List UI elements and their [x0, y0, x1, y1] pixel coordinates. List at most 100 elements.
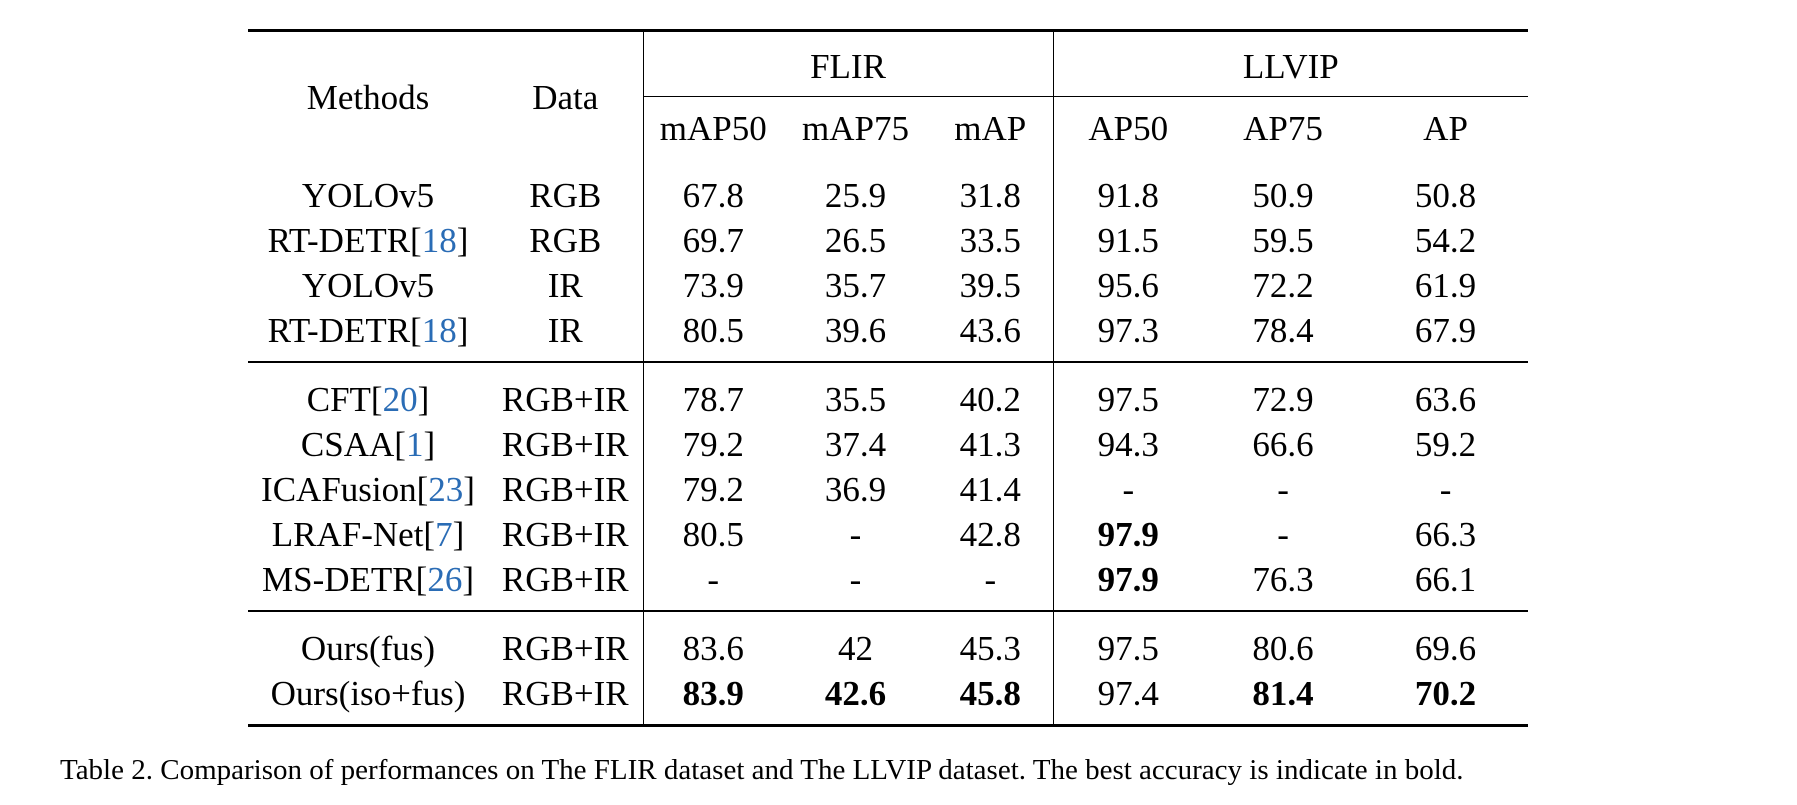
- cell-flir-map75: 26.5: [824, 221, 887, 260]
- citation-link[interactable]: 1: [405, 425, 424, 464]
- header-flir-map: mAP: [928, 96, 1054, 159]
- citation-bracket: ]: [463, 470, 475, 509]
- table-row: ICAFusion[23] RGB+IR 79.2 36.9 41.4- - -: [248, 467, 1528, 512]
- cell-flir-map: -: [928, 557, 1054, 611]
- table-row: Ours(fus) RGB+IR 83.6 42 45.3 97.5 80.6 69.6: [248, 611, 1529, 671]
- cell-llvip-ap: 67.9: [1414, 311, 1477, 350]
- citation-link[interactable]: 23: [428, 470, 464, 509]
- cell-data: IR: [488, 263, 644, 308]
- citation-link[interactable]: 7: [435, 515, 453, 554]
- cell-llvip-ap75: 50.9: [1252, 176, 1314, 215]
- cell-llvip-ap50: 97.9: [1097, 560, 1159, 599]
- cell-flir-map75: -: [849, 560, 862, 599]
- cell-llvip-ap75: -: [1277, 515, 1289, 554]
- cell-flir-map50: 83.6: [682, 629, 744, 668]
- header-group-llvip: LLVIP: [1242, 46, 1339, 86]
- cell-llvip-ap75: 76.3: [1252, 560, 1314, 599]
- method-name: Ours(fus): [300, 629, 436, 668]
- cell-llvip-ap: 70.2: [1414, 674, 1477, 713]
- cell-data: RGB+IR: [488, 467, 644, 512]
- cell-flir-map50: 80.5: [682, 515, 744, 554]
- cell-method: RT-DETR[18]: [248, 218, 488, 263]
- header-data: Data: [488, 30, 644, 159]
- cell-llvip-ap75: 59.5: [1252, 221, 1314, 260]
- table-row: YOLOv5 IR 73.9 35.7 39.5 95.6 72.2 61.9: [248, 263, 1528, 308]
- method-name: ICAFusion[: [261, 470, 429, 509]
- cell-llvip-ap75: 72.9: [1252, 380, 1314, 419]
- cell-data: RGB+IR: [488, 422, 644, 467]
- cell-llvip-ap50: 97.5: [1097, 629, 1159, 668]
- cell-flir-map75: 39.6: [824, 311, 887, 350]
- table-row: RT-DETR[18] RGB 69.7 26.5 33.5 91.5 59.5 54.2: [248, 218, 1528, 263]
- method-name: RT-DETR[: [267, 311, 422, 350]
- cell-llvip-ap50: -: [1122, 470, 1135, 509]
- cell-llvip-ap50: 94.3: [1097, 425, 1159, 464]
- cell-flir-map: 42.8: [928, 512, 1054, 557]
- cell-llvip-ap: 59.2: [1414, 425, 1477, 464]
- cell-flir-map: 33.5: [928, 218, 1054, 263]
- cell-flir-map: 40.2: [928, 362, 1054, 422]
- cell-method: Ours(iso+fus): [248, 671, 488, 726]
- cell-flir-map50: -: [707, 560, 720, 599]
- cell-method: CSAA[1]: [248, 422, 488, 467]
- method-name: RT-DETR[: [267, 221, 422, 260]
- cell-method: RT-DETR[18]: [248, 308, 488, 362]
- cell-llvip-ap75: 80.6: [1252, 629, 1314, 668]
- citation-link[interactable]: 18: [421, 221, 457, 260]
- method-name: YOLOv5: [301, 266, 435, 305]
- citation-link[interactable]: 26: [427, 560, 463, 599]
- cell-data: RGB: [488, 159, 644, 218]
- cell-flir-map: 45.3: [928, 611, 1054, 671]
- cell-flir-map: 31.8: [928, 159, 1054, 218]
- method-name: LRAF-Net[: [271, 515, 436, 554]
- cell-llvip-ap75: 72.2: [1252, 266, 1314, 305]
- cell-llvip-ap: 69.6: [1414, 629, 1477, 668]
- header-flir-map50: mAP50: [643, 96, 783, 159]
- method-name: Ours(iso+fus): [270, 674, 466, 713]
- cell-llvip-ap: 66.1: [1414, 560, 1477, 599]
- cell-llvip-ap: -: [1439, 470, 1452, 509]
- cell-flir-map50: 79.2: [682, 470, 744, 509]
- cell-data: RGB+IR: [488, 611, 644, 671]
- cell-flir-map75: 25.9: [824, 176, 887, 215]
- cell-flir-map75: 42.6: [824, 674, 887, 713]
- cell-method: YOLOv5: [248, 159, 488, 218]
- table-row: MS-DETR[26] RGB+IR - - -97.9 76.3 66.1: [248, 557, 1528, 611]
- table-row: LRAF-Net[7] RGB+IR 80.5-42.8 97.9-66.3: [248, 512, 1528, 557]
- method-name: CSAA[: [300, 425, 406, 464]
- cell-data: RGB+IR: [488, 671, 644, 726]
- method-name: MS-DETR[: [262, 560, 428, 599]
- header-flir-map75: mAP75: [783, 96, 928, 159]
- cell-method: MS-DETR[26]: [248, 557, 488, 611]
- cell-llvip-ap75: -: [1277, 470, 1289, 509]
- table-row: CFT[20] RGB+IR 78.7 35.5 40.2 97.5 72.9 63.6: [248, 362, 1529, 422]
- cell-method: LRAF-Net[7]: [248, 512, 488, 557]
- cell-flir-map75: 37.4: [824, 425, 887, 464]
- table-row: RT-DETR[18] IR 80.5 39.6 43.6 97.3 78.4 67.9: [248, 308, 1528, 362]
- results-table: Methods Data FLIR LLVIP mAP50 mAP75 mAP …: [248, 29, 1529, 727]
- cell-method: YOLOv5: [248, 263, 488, 308]
- cell-flir-map: 43.6: [928, 308, 1054, 362]
- header-group-flir: FLIR: [643, 30, 1054, 97]
- cell-llvip-ap50: 97.9: [1097, 515, 1159, 554]
- cell-llvip-ap50: 97.4: [1097, 674, 1159, 713]
- cell-flir-map75: 42: [838, 629, 873, 668]
- cell-flir-map75: 35.7: [824, 266, 887, 305]
- cell-llvip-ap: 63.6: [1414, 380, 1477, 419]
- citation-bracket: ]: [452, 515, 465, 554]
- cell-flir-map50: 80.5: [682, 311, 744, 350]
- table-row: YOLOv5 RGB 67.8 25.9 31.8 91.8 50.9 50.8: [248, 159, 1528, 218]
- cell-flir-map50: 79.2: [682, 425, 744, 464]
- citation-bracket: ]: [417, 380, 430, 419]
- cell-llvip-ap50: 97.3: [1097, 311, 1159, 350]
- cell-method: ICAFusion[23]: [248, 467, 488, 512]
- cell-flir-map75: -: [849, 515, 862, 554]
- cell-llvip-ap50: 97.5: [1097, 380, 1159, 419]
- header-llvip-ap50: AP50: [1053, 96, 1204, 159]
- citation-link[interactable]: 20: [382, 380, 418, 419]
- table-row: CSAA[1] RGB+IR 79.2 37.4 41.3 94.3 66.6 59.2: [248, 422, 1528, 467]
- cell-data: RGB: [488, 218, 644, 263]
- citation-bracket: ]: [456, 221, 469, 260]
- citation-link[interactable]: 18: [421, 311, 457, 350]
- citation-bracket: ]: [423, 425, 436, 464]
